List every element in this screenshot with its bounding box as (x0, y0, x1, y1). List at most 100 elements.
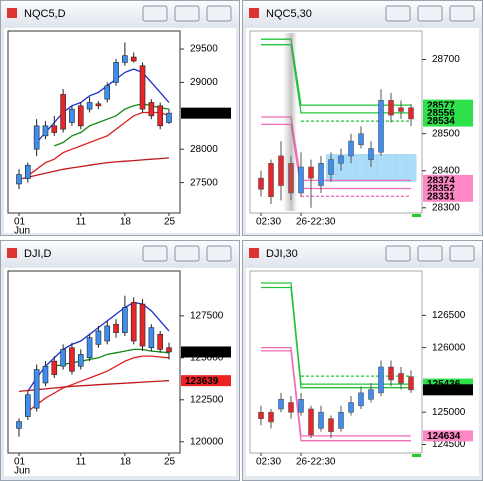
x-tick-label: 01 (14, 217, 26, 228)
candle-body (77, 105, 84, 127)
maximize-button[interactable] (174, 245, 200, 262)
candle-body (348, 402, 354, 413)
window-icon (7, 8, 17, 18)
candle-body (77, 354, 84, 367)
candle-body (130, 56, 137, 62)
candle-body (51, 125, 58, 133)
scroll-marker (412, 214, 421, 217)
zone (376, 154, 387, 182)
plot-frame (7, 30, 181, 214)
y-tick-label: 125000 (432, 407, 466, 418)
zone (346, 154, 357, 182)
minimize-button[interactable] (142, 245, 168, 262)
indicator-line (261, 350, 411, 442)
chart: 124500 125000 126000 126500 02:30 26-22:30 125… (256, 282, 473, 468)
period-label: Jun (14, 466, 30, 477)
y-tick-label: 27500 (190, 177, 218, 188)
candle-body (328, 418, 334, 432)
zone (356, 154, 367, 182)
zone (386, 154, 397, 182)
candle-body (288, 402, 294, 413)
price-label-box (423, 99, 473, 111)
plot-frame (249, 30, 423, 214)
candle-body (60, 349, 66, 367)
candle-body (258, 411, 264, 419)
period-label: Jun (14, 226, 30, 237)
x-tick-label: 18 (120, 457, 132, 468)
candle-body (25, 164, 31, 179)
candle-body (166, 112, 172, 123)
window-title: DJI,30 (266, 248, 298, 260)
candle-body (308, 166, 314, 179)
candle-body (157, 333, 163, 350)
price-label: 125347 (427, 385, 461, 396)
x-tick-label: 26-22:30 (296, 217, 336, 228)
y-tick-label: 127500 (190, 310, 224, 321)
candle-body (358, 392, 364, 407)
candle-body (368, 389, 374, 400)
x-tick-label: 02:30 (256, 457, 281, 468)
window-title: DJI,D (24, 248, 52, 260)
close-button[interactable] (206, 5, 232, 22)
candle-body (328, 159, 334, 175)
candle-body (308, 408, 314, 436)
candle-body (348, 140, 354, 157)
window-title: NQC5,30 (266, 8, 312, 20)
plot-frame (7, 270, 181, 454)
candle-body (278, 399, 284, 410)
candle-body (148, 102, 155, 117)
scroll-marker (412, 454, 421, 457)
candle-body (408, 107, 414, 120)
x-tick-label: 26-22:30 (296, 457, 336, 468)
x-tick-label: 25 (164, 457, 176, 468)
candle-body (408, 376, 414, 391)
y-tick-label: 28400 (432, 165, 460, 176)
candle-body (130, 302, 137, 342)
maximize-button[interactable] (417, 5, 443, 22)
candle-body (258, 177, 264, 190)
candle-body (278, 155, 284, 186)
candle-body (148, 327, 155, 349)
window-icon (7, 248, 17, 258)
y-tick-label: 28500 (432, 128, 460, 139)
candle-body (318, 411, 324, 429)
session-shade (283, 33, 297, 211)
window: DJI,D (0, 240, 240, 481)
maximize-button[interactable] (174, 5, 200, 22)
window-icon (249, 248, 259, 258)
candle-body (388, 366, 394, 381)
candle-body (69, 347, 75, 372)
minimize-button[interactable] (385, 245, 411, 262)
price-label-box (181, 107, 231, 119)
y-tick-label: 29500 (190, 44, 218, 55)
chart-area (4, 28, 236, 233)
candle-body (95, 103, 102, 107)
candle-body (388, 100, 394, 116)
y-tick-label: 122500 (190, 394, 224, 405)
candle-body (86, 102, 93, 110)
window-title: NQC5,D (24, 8, 66, 20)
indicator-line (261, 282, 411, 385)
x-tick-label: 25 (164, 217, 176, 228)
close-button[interactable] (206, 245, 232, 262)
candle-body (338, 411, 344, 429)
price-label: 123639 (185, 376, 219, 387)
candle-body (122, 55, 128, 63)
y-tick-label: 28000 (190, 144, 218, 155)
y-tick-label: 126500 (432, 310, 466, 321)
x-tick-label: 02:30 (256, 217, 281, 228)
minimize-button[interactable] (142, 5, 168, 22)
close-button[interactable] (449, 5, 475, 22)
minimize-button[interactable] (385, 5, 411, 22)
price-label: 28331 (427, 191, 455, 202)
maximize-button[interactable] (417, 245, 443, 262)
price-label-box (423, 183, 473, 195)
candle-body (139, 65, 146, 110)
candle-body (104, 85, 111, 100)
close-button[interactable] (449, 245, 475, 262)
candle-body (60, 94, 66, 130)
price-label: 28556 (427, 108, 455, 119)
indicator-line (27, 355, 170, 413)
